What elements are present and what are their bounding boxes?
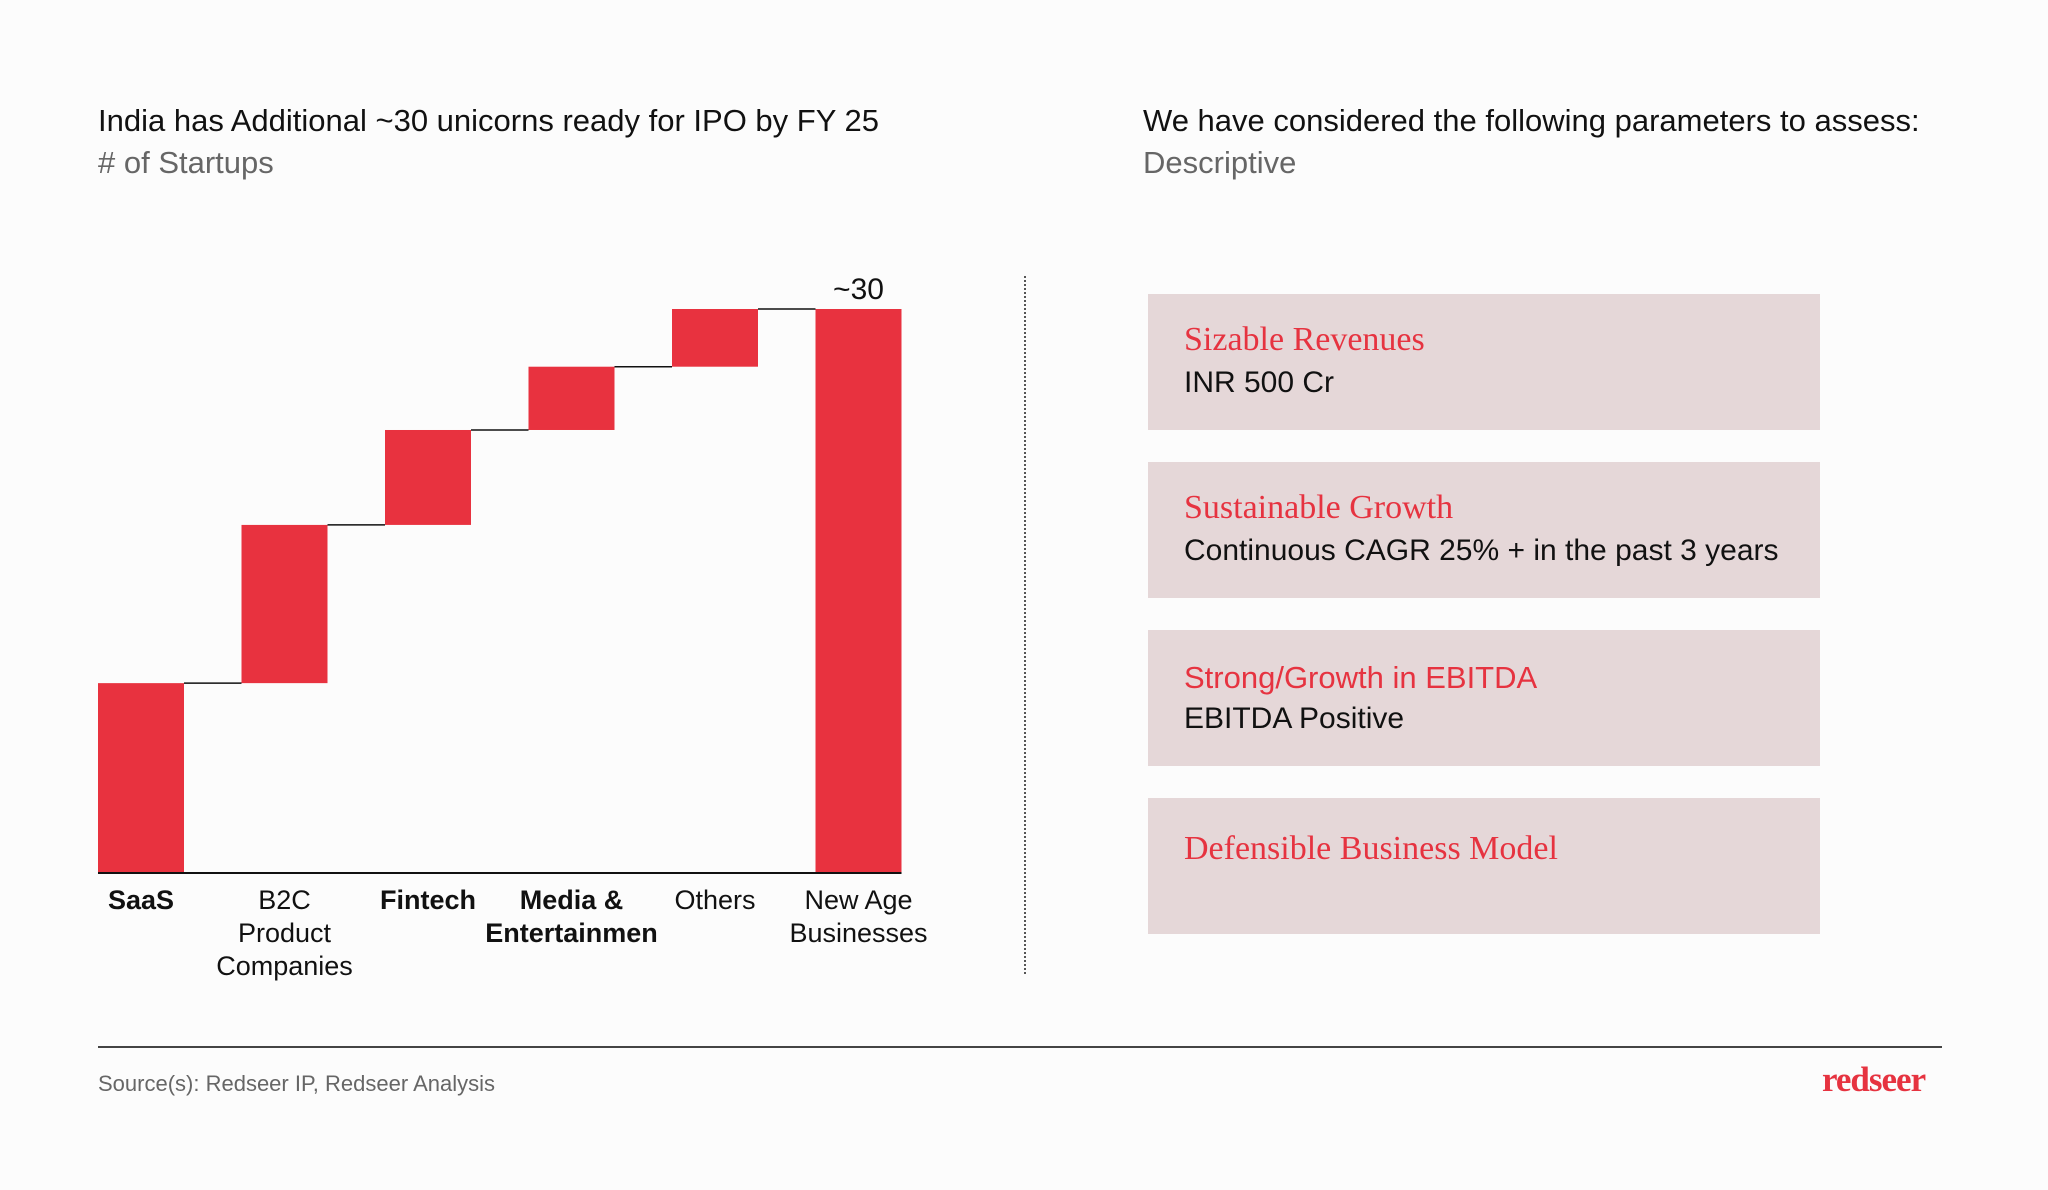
card-body: EBITDA Positive (1184, 702, 1405, 735)
category-label: Fintech (380, 885, 476, 915)
category-label: Media & Entertainmen (485, 885, 658, 948)
parameter-card-growth: Sustainable Growth Continuous CAGR 25% +… (1148, 462, 1820, 598)
card-body: INR 500 Cr (1184, 366, 1335, 399)
section-divider (1024, 276, 1026, 974)
bar-saas (98, 683, 184, 873)
card-heading: Sizable Revenues (1184, 321, 1425, 358)
parameters-subtitle: Descriptive (1143, 145, 1297, 180)
card-heading: Defensible Business Model (1184, 830, 1558, 867)
parameter-card-business-model: Defensible Business Model (1148, 798, 1820, 934)
category-label: B2C Product Companies (216, 885, 353, 981)
category-label: New Age Businesses (789, 885, 927, 948)
parameter-card-revenues: Sizable Revenues INR 500 Cr (1148, 294, 1820, 430)
card-body: Continuous CAGR 25% + in the past 3 year… (1184, 534, 1779, 567)
category-label: SaaS (108, 885, 174, 915)
parameter-card-ebitda: Strong/Growth in EBITDA EBITDA Positive (1148, 630, 1820, 766)
category-label: Others (674, 885, 755, 915)
chart-title: India has Additional ~30 unicorns ready … (98, 103, 879, 138)
redseer-logo: redseer (1822, 1060, 1926, 1099)
total-data-label: ~30 (833, 273, 884, 306)
card-heading: Strong/Growth in EBITDA (1184, 660, 1538, 695)
card-heading: Sustainable Growth (1184, 489, 1454, 526)
bar-fintech (385, 429, 471, 525)
bar-others (672, 309, 758, 367)
bar-new-age-businesses (815, 309, 902, 873)
bar-b2c-product-companies (241, 524, 328, 684)
waterfall-chart: ~30 SaaS B2C Product Companies Fintech Media &… (98, 273, 928, 981)
chart-subtitle: # of Startups (98, 145, 274, 180)
parameters-title: We have considered the following paramet… (1143, 103, 1920, 138)
source-note: Source(s): Redseer IP, Redseer Analysis (98, 1071, 495, 1096)
footer-divider (98, 1046, 1942, 1048)
bar-media-entertainmen (528, 366, 615, 430)
